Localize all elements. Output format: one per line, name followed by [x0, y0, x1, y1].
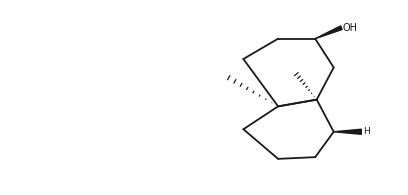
Polygon shape	[334, 129, 361, 134]
Text: OH: OH	[343, 23, 358, 33]
Text: H: H	[363, 127, 370, 136]
Polygon shape	[315, 26, 342, 39]
